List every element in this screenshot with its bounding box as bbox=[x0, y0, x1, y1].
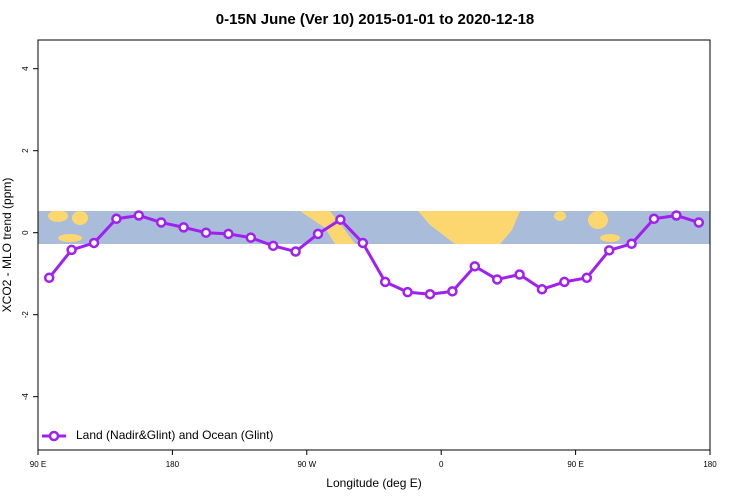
y-tick-label: 2 bbox=[21, 148, 30, 153]
point bbox=[290, 246, 301, 257]
point bbox=[312, 228, 324, 240]
point bbox=[267, 240, 279, 252]
point bbox=[693, 217, 705, 228]
point bbox=[245, 232, 257, 243]
point bbox=[536, 284, 548, 295]
point bbox=[357, 237, 369, 249]
y-tick-label: -2 bbox=[21, 311, 30, 319]
x-tick-label: 90 E bbox=[567, 460, 583, 469]
x-axis-label: Longitude (deg E) bbox=[326, 476, 421, 490]
point bbox=[178, 222, 189, 233]
y-tick-label: 0 bbox=[21, 230, 30, 235]
point bbox=[379, 276, 391, 288]
y-tick-label: -4 bbox=[21, 393, 30, 401]
point bbox=[111, 213, 122, 225]
point bbox=[424, 288, 436, 300]
map-band bbox=[38, 211, 710, 244]
point bbox=[43, 272, 55, 284]
point bbox=[671, 210, 682, 221]
point bbox=[626, 238, 637, 250]
point bbox=[581, 272, 593, 284]
point bbox=[88, 237, 100, 249]
x-tick-label: 180 bbox=[703, 460, 717, 469]
x-tick-label: 90 E bbox=[30, 460, 46, 469]
x-tick-label: 180 bbox=[166, 460, 180, 469]
legend-marker bbox=[48, 430, 60, 442]
point bbox=[491, 274, 503, 285]
y-tick-label: 4 bbox=[21, 66, 30, 71]
x-tick-label: 0 bbox=[439, 460, 444, 469]
point bbox=[66, 244, 77, 256]
point bbox=[603, 245, 615, 256]
point bbox=[559, 276, 570, 288]
x-tick-label: 90 W bbox=[297, 460, 316, 469]
point bbox=[223, 228, 234, 240]
point bbox=[402, 286, 413, 298]
chart-title: 0-15N June (Ver 10) 2015-01-01 to 2020-1… bbox=[216, 11, 535, 28]
point bbox=[469, 261, 481, 272]
point bbox=[514, 269, 525, 280]
point bbox=[133, 210, 145, 221]
plot-frame bbox=[37, 39, 711, 451]
y-axis-label: XCO2 - MLO trend (ppm) bbox=[0, 178, 14, 313]
point bbox=[335, 214, 346, 225]
point bbox=[155, 217, 167, 228]
point bbox=[200, 227, 212, 238]
legend-label: Land (Nadir&Glint) and Ocean (Glint) bbox=[76, 428, 273, 442]
point bbox=[648, 213, 660, 225]
point bbox=[447, 286, 458, 297]
